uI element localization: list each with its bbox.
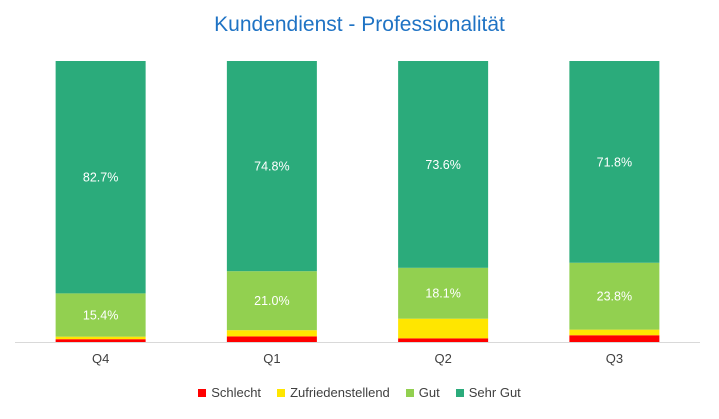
- legend-item-schlecht: Schlecht: [198, 385, 261, 400]
- bar-segment-schlecht-q2: [398, 338, 489, 342]
- x-tick-label: Q3: [606, 351, 623, 366]
- bar-segment-gut-q2: [398, 267, 489, 319]
- legend-label: Sehr Gut: [468, 385, 521, 400]
- bar-segment-sehr-gut-q1: [226, 61, 317, 272]
- legend-label: Schlecht: [211, 385, 262, 400]
- data-label-gut-q1: 21.0%: [254, 294, 289, 308]
- data-label-gut-q2: 18.1%: [425, 287, 460, 301]
- legend-swatch: [405, 388, 414, 397]
- bar-segment-gut-q3: [569, 262, 660, 330]
- bar-segment-zufriedenstellend-q4: [55, 336, 146, 340]
- data-label-sehr-gut-q4: 82.7%: [83, 171, 118, 185]
- x-tick-label: Q4: [92, 351, 109, 366]
- x-tick-label: Q1: [263, 351, 280, 366]
- bar-segment-sehr-gut-q3: [569, 61, 660, 263]
- chart-title: Kundendienst - Professionalität: [214, 13, 505, 36]
- bar-segment-sehr-gut-q4: [55, 61, 146, 294]
- legend-label: Zufriedenstellend: [290, 385, 390, 400]
- bar-segment-zufriedenstellend-q3: [569, 329, 660, 336]
- legend-item-sehr-gut: Sehr Gut: [455, 385, 521, 400]
- x-tick-label: Q2: [434, 351, 451, 366]
- data-label-gut-q4: 15.4%: [83, 309, 118, 323]
- bar-segment-zufriedenstellend-q2: [398, 318, 489, 339]
- legend-item-gut: Gut: [405, 385, 440, 400]
- bar-segment-schlecht-q3: [569, 335, 660, 342]
- bar-segment-sehr-gut-q2: [398, 61, 489, 268]
- legend-item-zufriedenstellend: Zufriedenstellend: [277, 385, 390, 400]
- data-label-sehr-gut-q3: 71.8%: [597, 155, 632, 169]
- bar-segment-schlecht-q1: [226, 336, 317, 342]
- data-label-sehr-gut-q2: 73.6%: [425, 158, 460, 172]
- legend-swatch: [455, 388, 464, 397]
- data-label-sehr-gut-q1: 74.8%: [254, 160, 289, 174]
- bar-segment-schlecht-q4: [55, 339, 146, 342]
- bar-segment-gut-q1: [226, 271, 317, 331]
- bar-segment-gut-q4: [55, 293, 146, 337]
- legend: Schlecht Zufriedenstellend Gut Sehr Gut: [0, 385, 719, 400]
- data-label-gut-q3: 23.8%: [597, 290, 632, 304]
- bar-segment-zufriedenstellend-q1: [226, 330, 317, 337]
- legend-label: Gut: [418, 385, 440, 400]
- legend-swatch: [198, 388, 207, 397]
- legend-swatch: [277, 388, 286, 397]
